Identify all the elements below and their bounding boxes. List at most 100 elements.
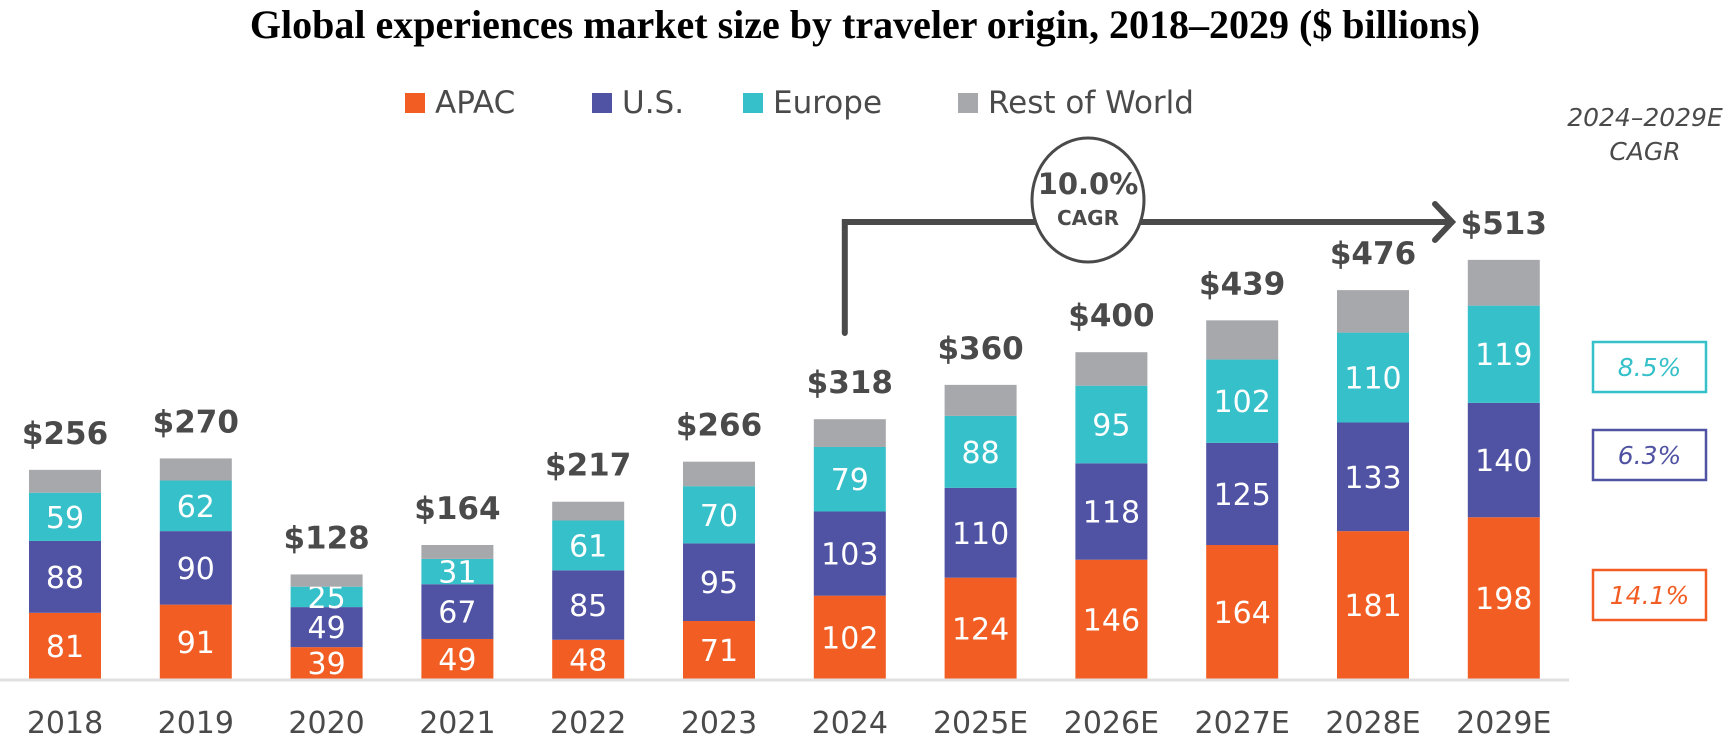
x-tick-label: 2022 [550, 706, 626, 741]
bar-segment-europe [1075, 385, 1148, 464]
total-label: $360 [937, 331, 1023, 367]
legend-swatch [592, 93, 612, 113]
bar-segment-u-s [1337, 422, 1409, 532]
bar-segment-u-s [159, 531, 232, 605]
x-tick-label: 2018 [27, 706, 103, 741]
bar-stack-2029e: 198 140 119 [1467, 259, 1540, 679]
segment-label-u-s: 103 [821, 538, 878, 573]
segment-label-u-s: 133 [1344, 461, 1401, 496]
bar-segment-europe [813, 446, 886, 512]
cagr-circle [1030, 136, 1146, 264]
segment-cagr-panel: 2024–2029E CAGR 8.5% 6.3% 14.1% [1567, 103, 1723, 622]
bar-segment-rest-of-world [290, 574, 363, 587]
segment-label-apac: 39 [308, 647, 346, 682]
bar-segment-rest-of-world [552, 501, 625, 521]
segment-label-u-s: 88 [46, 561, 84, 596]
segment-label-apac: 81 [46, 630, 84, 665]
x-tick-label: 2028E [1325, 706, 1420, 741]
bar-segment-apac [1337, 531, 1409, 679]
legend-item-u-s: U.S. [592, 85, 684, 121]
segment-cagr-header-label: CAGR [1609, 137, 1680, 166]
segment-label-europe: 119 [1475, 338, 1532, 373]
segment-cagr-box [1591, 428, 1708, 482]
segment-label-europe: 102 [1214, 385, 1271, 420]
bar-segment-europe [1337, 332, 1409, 423]
total-label: $513 [1461, 206, 1547, 242]
bar-segment-europe [290, 586, 363, 608]
bar-stack-2022: 48 85 61 [552, 501, 625, 679]
segment-label-apac: 48 [569, 643, 607, 678]
bar-segment-europe [1206, 359, 1279, 443]
bar-segment-u-s [944, 487, 1017, 578]
bar-segment-europe [944, 415, 1017, 488]
segment-label-apac: 146 [1083, 603, 1140, 638]
bar-segment-apac [290, 647, 363, 679]
segment-label-u-s: 67 [438, 596, 476, 631]
total-label: $400 [1068, 298, 1154, 334]
segment-label-europe: 25 [308, 581, 346, 616]
segment-label-apac: 49 [438, 643, 476, 678]
bar-segment-europe [552, 520, 625, 571]
bar-stack-2028e: 181 133 110 [1337, 290, 1409, 679]
segment-label-apac: 181 [1344, 589, 1401, 624]
x-tick-label: 2029E [1456, 706, 1551, 741]
bar-segment-rest-of-world [944, 384, 1017, 416]
bar-segment-u-s [1075, 463, 1148, 560]
legend-item-europe: Europe [743, 85, 882, 121]
segment-label-u-s: 90 [177, 552, 215, 587]
x-tick-label: 2023 [681, 706, 757, 741]
bar-segment-rest-of-world [1337, 290, 1409, 333]
segment-cagr-box [1591, 568, 1708, 622]
legend-item-rest-of-world: Rest of World [958, 85, 1194, 121]
segment-label-apac: 198 [1475, 582, 1532, 617]
total-label: $439 [1199, 266, 1285, 302]
segment-label-apac: 164 [1214, 596, 1271, 631]
segment-label-u-s: 140 [1475, 444, 1532, 479]
segment-label-europe: 59 [46, 501, 84, 536]
total-label: $318 [807, 365, 893, 401]
legend-label: U.S. [622, 85, 684, 121]
segment-label-apac: 102 [821, 621, 878, 656]
segment-cagr-header-range: 2024–2029E [1567, 103, 1723, 132]
bar-stack-2023: 71 95 70 [683, 461, 755, 679]
bar-stack-2024: 102 103 79 [813, 419, 886, 679]
x-tick-label: 2027E [1195, 706, 1290, 741]
x-tick-label: 2024 [812, 706, 888, 741]
bar-segment-u-s [552, 570, 625, 640]
segment-cagr-value: 6.3% [1618, 441, 1682, 470]
legend-swatch [405, 93, 425, 113]
bar-segment-apac [552, 639, 625, 679]
total-label: $164 [414, 491, 500, 527]
bar-stack-2027e: 164 125 102 [1206, 320, 1279, 679]
total-label: $270 [153, 404, 239, 440]
segment-label-europe: 79 [831, 463, 869, 498]
bar-segment-apac [1075, 559, 1148, 679]
legend-swatch [958, 93, 978, 113]
bar-segment-europe [159, 480, 232, 532]
bar-segment-rest-of-world [421, 545, 494, 559]
bar-segment-rest-of-world [1206, 320, 1279, 360]
segment-label-u-s: 49 [308, 611, 346, 646]
x-tick-label: 2021 [419, 706, 495, 741]
x-tick-label: 2025E [933, 706, 1028, 741]
bar-segment-rest-of-world [1075, 352, 1148, 386]
bar-stack-2019: 91 90 62 [159, 458, 232, 679]
arrowhead-icon [1432, 201, 1457, 243]
bar-segment-rest-of-world [683, 461, 755, 487]
total-label: $217 [545, 448, 631, 484]
segment-label-europe: 61 [569, 529, 607, 564]
segment-label-europe: 31 [438, 556, 476, 591]
bar-segment-apac [944, 577, 1017, 679]
segment-label-u-s: 85 [569, 589, 607, 624]
legend-label: Europe [773, 85, 882, 121]
segment-label-europe: 95 [1092, 409, 1130, 444]
bars: 8188599190623949254967314885617195701021… [29, 259, 1540, 682]
cagr-value: 10.0% [1038, 167, 1139, 201]
cagr-arrow: 10.0% CAGR [841, 136, 1457, 336]
segment-label-apac: 124 [952, 612, 1009, 647]
bar-segment-apac [29, 612, 101, 679]
segment-cagr-apac: 14.1% [1591, 568, 1708, 622]
bar-segment-apac [1467, 517, 1540, 679]
segment-label-apac: 71 [700, 634, 738, 669]
